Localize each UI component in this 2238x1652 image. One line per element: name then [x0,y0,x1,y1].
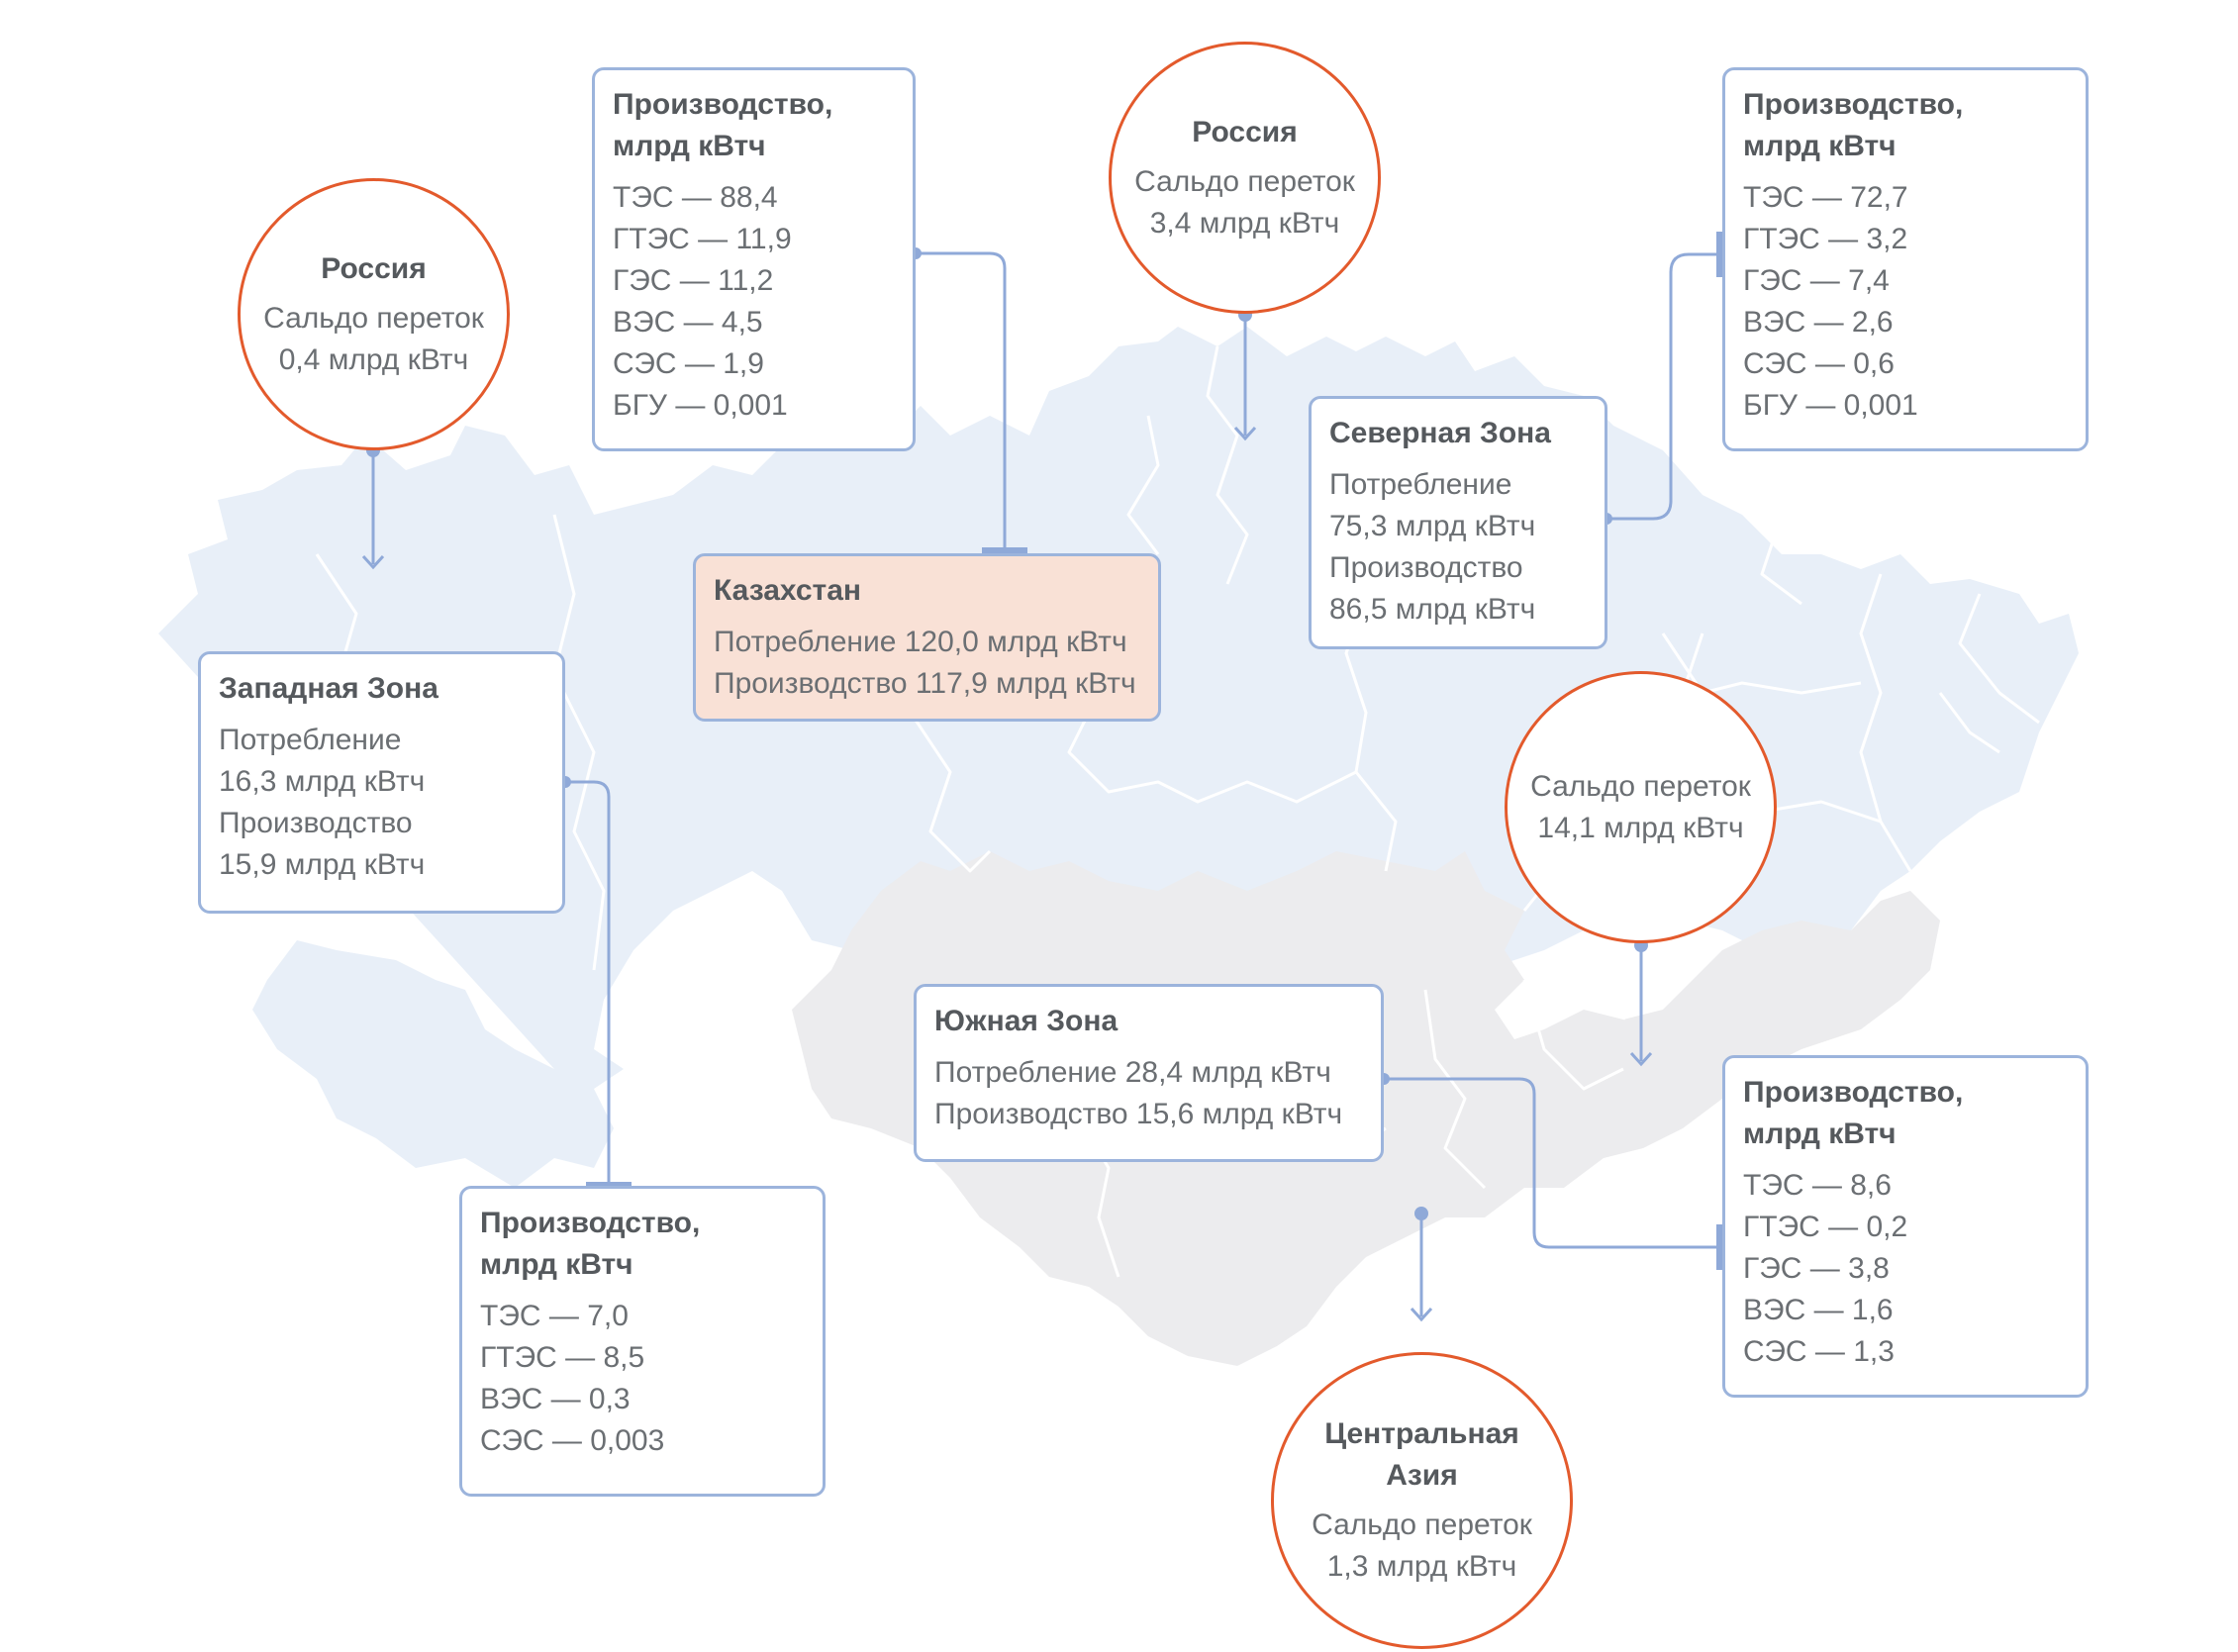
south-zone-production: Производство 15,6 млрд кВтч [934,1098,1343,1130]
north-production-title-1: Производство, [1743,88,1964,121]
north-production-item: СЭС — 0,6 [1743,347,1895,380]
west-production-title-1: Производство, [480,1207,701,1239]
north-zone-line: Производство [1329,551,1523,584]
west-production-item: ВЭС — 0,3 [480,1383,631,1415]
north-zone-box: Северная Зона Потребление 75,3 млрд кВтч… [1309,396,1607,649]
kazakhstan-box: Казахстан Потребление 120,0 млрд кВтч Пр… [693,553,1161,722]
central-asia-circle: Центральная Азия Сальдо переток 1,3 млрд… [1271,1352,1573,1649]
west-zone-box: Западная Зона Потребление 16,3 млрд кВтч… [198,651,565,914]
russia-west-line1: Сальдо переток [263,301,484,335]
russia-flow-north-circle: Россия Сальдо переток 3,4 млрд кВтч [1109,42,1381,314]
west-zone-line: 16,3 млрд кВтч [219,765,426,798]
south-flow-line2: 14,1 млрд кВтч [1537,811,1744,844]
russia-west-title: Россия [321,251,427,285]
arrowhead-russia-top [1233,426,1257,441]
kz-production-item: ГЭС — 11,2 [613,264,774,297]
north-zone-title: Северная Зона [1329,417,1551,449]
south-production-item: ГЭС — 3,8 [1743,1252,1890,1285]
south-zone-box: Южная Зона Потребление 28,4 млрд кВтч Пр… [914,984,1384,1162]
south-zone-title: Южная Зона [934,1005,1119,1037]
west-zone-line: Производство [219,807,413,839]
west-production-title-2: млрд кВтч [480,1248,633,1281]
north-production-item: ГТЭС — 3,2 [1743,223,1908,255]
west-production-box: Производство, млрд кВтч ТЭС — 7,0 ГТЭС —… [459,1186,826,1497]
north-production-item: ГЭС — 7,4 [1743,264,1890,297]
russia-north-title: Россия [1192,115,1298,148]
west-production-item: ТЭС — 7,0 [480,1300,629,1332]
south-production-title-2: млрд кВтч [1743,1118,1897,1150]
north-production-item: ТЭС — 72,7 [1743,181,1908,214]
west-production-item: ГТЭС — 8,5 [480,1341,645,1374]
kazakhstan-consumption: Потребление 120,0 млрд кВтч [714,626,1127,658]
west-zone-line: Потребление [219,724,402,756]
south-production-item: ТЭС — 8,6 [1743,1169,1892,1202]
kz-production-item: СЭС — 1,9 [613,347,764,380]
south-production-item: СЭС — 1,3 [1743,1335,1895,1368]
south-flow-circle: Сальдо переток 14,1 млрд кВтч [1505,671,1777,943]
russia-north-line2: 3,4 млрд кВтч [1149,206,1340,240]
central-asia-line1: Сальдо переток [1312,1508,1532,1541]
connector-north-production [1606,252,1720,521]
kz-production-item: ТЭС — 88,4 [613,181,778,214]
north-zone-line: Потребление [1329,468,1512,501]
connector-south-production [1384,1077,1720,1249]
north-production-item: ВЭС — 2,6 [1743,306,1894,339]
arrowhead-russia-west [361,554,385,570]
russia-flow-west-circle: Россия Сальдо переток 0,4 млрд кВтч [238,178,510,450]
north-zone-line: 86,5 млрд кВтч [1329,593,1536,626]
kazakhstan-production: Производство 117,9 млрд кВтч [714,667,1136,700]
north-zone-line: 75,3 млрд кВтч [1329,510,1536,542]
south-zone-consumption: Потребление 28,4 млрд кВтч [934,1056,1331,1089]
connector-kz-production [916,251,1007,550]
kz-production-item: ВЭС — 4,5 [613,306,763,339]
kz-production-item: БГУ — 0,001 [613,389,788,422]
south-production-item: ВЭС — 1,6 [1743,1294,1894,1326]
south-production-box: Производство, млрд кВтч ТЭС — 8,6 ГТЭС —… [1722,1055,2089,1398]
north-production-box: Производство, млрд кВтч ТЭС — 72,7 ГТЭС … [1722,67,2089,451]
south-production-item: ГТЭС — 0,2 [1743,1211,1908,1243]
connectors [361,251,1720,1322]
west-zone-line: 15,9 млрд кВтч [219,848,426,881]
russia-north-line1: Сальдо переток [1134,164,1355,198]
west-production-item: СЭС — 0,003 [480,1424,665,1457]
kz-production-title-1: Производство, [613,88,833,121]
south-flow-line1: Сальдо переток [1530,769,1751,803]
south-production-title-1: Производство, [1743,1076,1964,1109]
central-asia-title-2: Азия [1386,1459,1458,1492]
kazakhstan-title: Казахстан [714,574,862,607]
central-asia-title-1: Центральная [1324,1417,1519,1450]
arrowhead-central-asia [1410,1307,1433,1322]
connector-west-production [565,780,611,1185]
north-production-title-2: млрд кВтч [1743,130,1897,162]
north-production-item: БГУ — 0,001 [1743,389,1918,422]
kz-production-title-2: млрд кВтч [613,130,766,162]
central-asia-line2: 1,3 млрд кВтч [1326,1550,1517,1583]
arrowhead-south-flow [1629,1051,1653,1067]
kz-production-item: ГТЭС — 11,9 [613,223,792,255]
west-zone-title: Западная Зона [219,672,438,705]
russia-west-line2: 0,4 млрд кВтч [278,342,469,376]
kz-production-box: Производство, млрд кВтч ТЭС — 88,4 ГТЭС … [592,67,916,451]
